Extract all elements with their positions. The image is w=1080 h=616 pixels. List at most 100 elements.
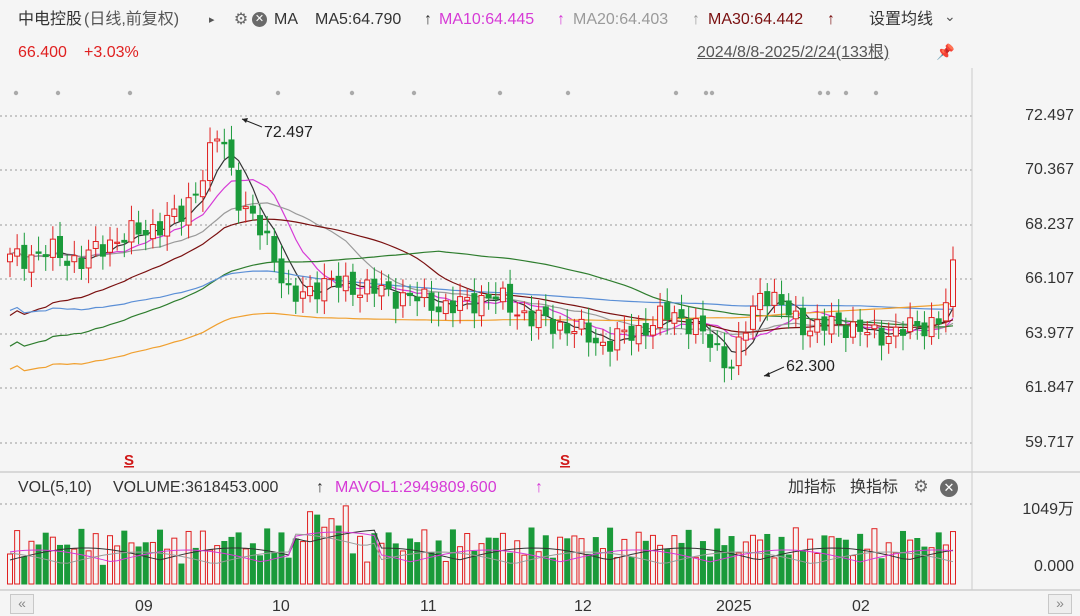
candle-body — [792, 310, 799, 320]
volume-bar — [814, 552, 821, 585]
candle-body — [435, 306, 442, 313]
add-indicator-button[interactable]: 加指标 — [788, 479, 837, 496]
volume-bar — [549, 557, 556, 585]
settings-caret-icon[interactable]: ⌄ — [944, 8, 956, 24]
candle-body — [135, 222, 142, 235]
close-icon[interactable]: ✕ — [252, 12, 267, 27]
event-marker — [873, 90, 879, 96]
volume-bar — [157, 529, 164, 585]
ma10-value: MA10:64.445 — [439, 11, 535, 28]
price-tick: 68.237 — [1025, 216, 1074, 233]
candle-body — [299, 291, 306, 299]
ma-label: MA — [274, 11, 298, 28]
price-tick: 63.977 — [1025, 325, 1074, 342]
volume-bar — [735, 552, 742, 585]
volume-bar — [892, 552, 899, 585]
candle-body — [928, 317, 935, 338]
candle-body — [199, 180, 206, 198]
volume-bar — [249, 543, 256, 585]
volume-bar — [835, 537, 842, 585]
candle-body — [835, 312, 842, 325]
volume-bar — [721, 545, 728, 585]
volume-bar — [792, 527, 799, 585]
ma10-arrow: ↑ — [557, 11, 565, 28]
pin-icon[interactable]: 📌 — [936, 44, 955, 61]
date-range[interactable]: 2024/8/8-2025/2/24(133根) — [697, 44, 890, 61]
vol-value: VOLUME:3618453.000 — [113, 479, 279, 496]
candle-body — [514, 314, 521, 317]
event-marker — [497, 90, 503, 96]
candle-body — [585, 322, 592, 343]
vol-title[interactable]: VOL(5,10) — [18, 479, 92, 496]
candle-body — [699, 315, 706, 332]
volume-bar — [364, 561, 371, 585]
price-tick: 61.847 — [1025, 379, 1074, 396]
volume-bar — [535, 551, 542, 585]
candle-body — [78, 257, 85, 269]
event-marker — [817, 90, 823, 96]
candle-body — [692, 318, 699, 335]
volume-bar — [149, 541, 156, 585]
volume-bar — [399, 550, 406, 585]
settings-ma-button[interactable]: 设置均线 — [869, 11, 934, 28]
vol-axis-bottom: 0.000 — [1033, 558, 1074, 575]
candle-body — [378, 284, 385, 297]
volume-bar — [885, 542, 892, 585]
candle-body — [114, 241, 121, 244]
mavol-arrow: ↑ — [535, 479, 543, 496]
candle-body — [307, 285, 314, 297]
volume-bar — [228, 536, 235, 585]
volume-bar — [764, 533, 771, 585]
volume-bar — [507, 552, 514, 585]
volume-bar — [699, 541, 706, 585]
volume-bar — [607, 527, 614, 585]
candle-body — [214, 138, 221, 142]
volume-bar — [528, 527, 535, 585]
signal-mark[interactable]: S — [124, 452, 134, 469]
volume-bar — [592, 537, 599, 585]
candle-body — [121, 239, 128, 243]
candle-body — [392, 291, 399, 309]
candle-body — [799, 307, 806, 336]
volume-bar — [207, 549, 214, 585]
gear-icon[interactable]: ⚙ — [913, 477, 929, 496]
candle-body — [42, 254, 49, 258]
gear-icon[interactable]: ⚙ — [233, 11, 249, 28]
candle-body — [71, 255, 78, 263]
candle-body — [471, 293, 478, 314]
event-marker — [825, 90, 831, 96]
candle-body — [642, 322, 649, 336]
candle-body — [221, 141, 228, 145]
volume-bar — [164, 548, 171, 585]
volume-bar — [314, 514, 321, 585]
volume-bar — [649, 534, 656, 585]
event-marker — [13, 90, 19, 96]
switch-indicator-button[interactable]: 换指标 — [850, 479, 899, 496]
volume-bar — [349, 553, 356, 585]
candle-body — [321, 278, 328, 302]
mode-arrow[interactable]: ▸ — [209, 14, 215, 26]
ma20-value: MA20:64.403 — [573, 11, 669, 28]
candle-body — [478, 294, 485, 317]
stock-name[interactable]: 中电控股 — [18, 11, 83, 28]
chart-mode[interactable]: (日线,前复权) — [84, 11, 180, 28]
candle-body — [649, 325, 656, 336]
candle-body — [849, 321, 856, 338]
ma5-value: MA5:64.790 — [315, 11, 402, 28]
vol-axis-top: 1049万 — [1022, 501, 1074, 518]
volume-bar — [342, 505, 349, 585]
ma30-value: MA30:64.442 — [708, 11, 804, 28]
volume-bar — [28, 540, 35, 585]
volume-bar — [807, 538, 814, 585]
candle-body — [614, 328, 621, 351]
candle-body — [357, 294, 364, 298]
ma5-arrow: ↑ — [424, 11, 432, 28]
candle-body — [907, 317, 914, 333]
close-icon[interactable]: ✕ — [940, 479, 958, 497]
scroll-left-button[interactable]: « — [10, 594, 34, 614]
candle-body — [414, 296, 421, 302]
scroll-right-button[interactable]: » — [1048, 594, 1072, 614]
volume-bar — [599, 548, 606, 585]
signal-mark[interactable]: S — [560, 452, 570, 469]
